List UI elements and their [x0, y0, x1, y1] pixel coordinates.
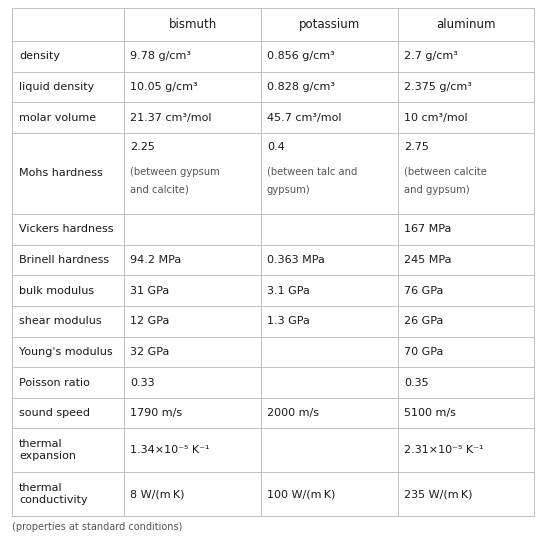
Text: 2.25: 2.25 [130, 143, 155, 152]
Text: 45.7 cm³/mol: 45.7 cm³/mol [267, 112, 341, 122]
Text: 2.375 g/cm³: 2.375 g/cm³ [403, 82, 472, 92]
Text: 31 GPa: 31 GPa [130, 286, 169, 295]
Text: (between gypsum: (between gypsum [130, 167, 220, 177]
Text: 21.37 cm³/mol: 21.37 cm³/mol [130, 112, 212, 122]
Text: potassium: potassium [299, 18, 360, 31]
Text: 8 W/(m K): 8 W/(m K) [130, 489, 185, 499]
Text: (between calcite: (between calcite [403, 167, 486, 177]
Text: 2.7 g/cm³: 2.7 g/cm³ [403, 51, 458, 61]
Text: molar volume: molar volume [19, 112, 96, 122]
Text: shear modulus: shear modulus [19, 316, 102, 326]
Text: 2.75: 2.75 [403, 143, 429, 152]
Text: 1790 m/s: 1790 m/s [130, 408, 182, 418]
Text: 1.34×10⁻⁵ K⁻¹: 1.34×10⁻⁵ K⁻¹ [130, 446, 210, 455]
Text: bismuth: bismuth [169, 18, 217, 31]
Text: density: density [19, 51, 60, 61]
Text: 0.4: 0.4 [267, 143, 285, 152]
Text: 94.2 MPa: 94.2 MPa [130, 255, 181, 265]
Text: 0.363 MPa: 0.363 MPa [267, 255, 325, 265]
Text: thermal
expansion: thermal expansion [19, 440, 76, 461]
Text: 0.828 g/cm³: 0.828 g/cm³ [267, 82, 335, 92]
Text: 0.33: 0.33 [130, 377, 155, 388]
Text: (between talc and: (between talc and [267, 167, 358, 177]
Text: Vickers hardness: Vickers hardness [19, 224, 114, 234]
Text: liquid density: liquid density [19, 82, 94, 92]
Text: bulk modulus: bulk modulus [19, 286, 94, 295]
Text: and gypsum): and gypsum) [403, 185, 470, 194]
Text: 70 GPa: 70 GPa [403, 347, 443, 357]
Text: 10.05 g/cm³: 10.05 g/cm³ [130, 82, 198, 92]
Text: 2000 m/s: 2000 m/s [267, 408, 319, 418]
Text: 167 MPa: 167 MPa [403, 224, 451, 234]
Text: aluminum: aluminum [436, 18, 496, 31]
Text: 2.31×10⁻⁵ K⁻¹: 2.31×10⁻⁵ K⁻¹ [403, 446, 483, 455]
Text: 100 W/(m K): 100 W/(m K) [267, 489, 335, 499]
Text: and calcite): and calcite) [130, 185, 189, 194]
Text: Poisson ratio: Poisson ratio [19, 377, 90, 388]
Text: 235 W/(m K): 235 W/(m K) [403, 489, 472, 499]
Text: 5100 m/s: 5100 m/s [403, 408, 455, 418]
Text: Mohs hardness: Mohs hardness [19, 168, 103, 179]
Text: 245 MPa: 245 MPa [403, 255, 451, 265]
Text: gypsum): gypsum) [267, 185, 311, 194]
Text: thermal
conductivity: thermal conductivity [19, 483, 87, 505]
Text: (properties at standard conditions): (properties at standard conditions) [12, 522, 182, 532]
Text: Brinell hardness: Brinell hardness [19, 255, 109, 265]
Text: sound speed: sound speed [19, 408, 90, 418]
Text: 9.78 g/cm³: 9.78 g/cm³ [130, 51, 191, 61]
Text: 3.1 GPa: 3.1 GPa [267, 286, 310, 295]
Text: 10 cm³/mol: 10 cm³/mol [403, 112, 467, 122]
Text: 32 GPa: 32 GPa [130, 347, 170, 357]
Text: 0.35: 0.35 [403, 377, 429, 388]
Text: 0.856 g/cm³: 0.856 g/cm³ [267, 51, 335, 61]
Text: 1.3 GPa: 1.3 GPa [267, 316, 310, 326]
Text: 26 GPa: 26 GPa [403, 316, 443, 326]
Text: 12 GPa: 12 GPa [130, 316, 170, 326]
Text: Young's modulus: Young's modulus [19, 347, 112, 357]
Text: 76 GPa: 76 GPa [403, 286, 443, 295]
